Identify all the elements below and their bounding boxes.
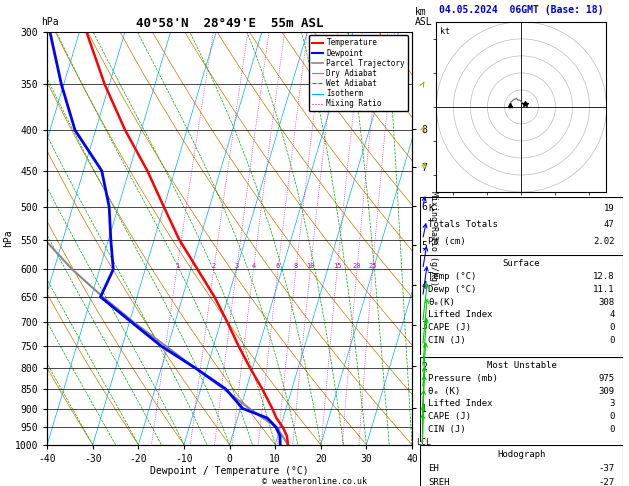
Text: θₑ (K): θₑ (K) bbox=[428, 387, 460, 396]
Text: Hodograph: Hodograph bbox=[498, 450, 545, 458]
Text: -37: -37 bbox=[598, 464, 615, 472]
Text: 6: 6 bbox=[276, 263, 280, 269]
Text: 1: 1 bbox=[175, 263, 179, 269]
Text: 25: 25 bbox=[369, 263, 377, 269]
X-axis label: Dewpoint / Temperature (°C): Dewpoint / Temperature (°C) bbox=[150, 467, 309, 476]
Text: km
ASL: km ASL bbox=[415, 7, 433, 27]
Text: 15: 15 bbox=[333, 263, 342, 269]
Y-axis label: Mixing Ratio (g/kg): Mixing Ratio (g/kg) bbox=[429, 191, 438, 286]
Text: SREH: SREH bbox=[428, 478, 450, 486]
Text: 12.8: 12.8 bbox=[593, 272, 615, 281]
Text: -27: -27 bbox=[598, 478, 615, 486]
Text: 308: 308 bbox=[598, 297, 615, 307]
Text: Pressure (mb): Pressure (mb) bbox=[428, 374, 498, 383]
Text: © weatheronline.co.uk: © weatheronline.co.uk bbox=[262, 476, 367, 486]
Text: Totals Totals: Totals Totals bbox=[428, 220, 498, 229]
Text: 10: 10 bbox=[306, 263, 314, 269]
Text: 8: 8 bbox=[294, 263, 298, 269]
Text: kt: kt bbox=[440, 27, 450, 36]
Legend: Temperature, Dewpoint, Parcel Trajectory, Dry Adiabat, Wet Adiabat, Isotherm, Mi: Temperature, Dewpoint, Parcel Trajectory… bbox=[309, 35, 408, 111]
Text: 0: 0 bbox=[610, 412, 615, 421]
Text: 309: 309 bbox=[598, 387, 615, 396]
Y-axis label: hPa: hPa bbox=[3, 229, 13, 247]
Text: θₑ(K): θₑ(K) bbox=[428, 297, 455, 307]
Text: Dewp (°C): Dewp (°C) bbox=[428, 285, 477, 294]
Text: 3: 3 bbox=[610, 399, 615, 409]
Text: Most Unstable: Most Unstable bbox=[486, 361, 557, 370]
Text: Lifted Index: Lifted Index bbox=[428, 311, 493, 319]
Text: 11.1: 11.1 bbox=[593, 285, 615, 294]
Text: 19: 19 bbox=[604, 204, 615, 212]
Text: LCL: LCL bbox=[416, 438, 431, 447]
Text: 2.02: 2.02 bbox=[593, 237, 615, 246]
Text: 20: 20 bbox=[353, 263, 361, 269]
Text: 47: 47 bbox=[604, 220, 615, 229]
Text: 4: 4 bbox=[252, 263, 255, 269]
Text: CAPE (J): CAPE (J) bbox=[428, 323, 471, 332]
Text: 0: 0 bbox=[610, 323, 615, 332]
Text: 04.05.2024  06GMT (Base: 18): 04.05.2024 06GMT (Base: 18) bbox=[439, 5, 604, 15]
Text: Temp (°C): Temp (°C) bbox=[428, 272, 477, 281]
Text: CAPE (J): CAPE (J) bbox=[428, 412, 471, 421]
Text: 4: 4 bbox=[610, 311, 615, 319]
Text: 0: 0 bbox=[610, 336, 615, 345]
Text: PW (cm): PW (cm) bbox=[428, 237, 466, 246]
Text: CIN (J): CIN (J) bbox=[428, 425, 466, 434]
Text: Surface: Surface bbox=[503, 259, 540, 268]
Text: CIN (J): CIN (J) bbox=[428, 336, 466, 345]
Text: 975: 975 bbox=[598, 374, 615, 383]
Text: 3: 3 bbox=[235, 263, 239, 269]
Text: 2: 2 bbox=[212, 263, 216, 269]
Text: hPa: hPa bbox=[41, 17, 58, 27]
Title: 40°58'N  28°49'E  55m ASL: 40°58'N 28°49'E 55m ASL bbox=[136, 17, 323, 31]
Text: Lifted Index: Lifted Index bbox=[428, 399, 493, 409]
Text: K: K bbox=[428, 204, 433, 212]
Text: 0: 0 bbox=[610, 425, 615, 434]
Text: EH: EH bbox=[428, 464, 439, 472]
